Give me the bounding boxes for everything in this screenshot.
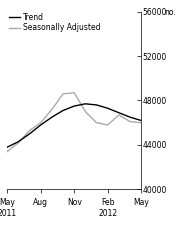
Trend	[62, 109, 64, 112]
Seasonally Adjusted	[95, 121, 98, 124]
Line: Seasonally Adjusted: Seasonally Adjusted	[7, 93, 141, 152]
Seasonally Adjusted	[140, 121, 142, 124]
Seasonally Adjusted	[6, 150, 8, 153]
Trend	[129, 116, 131, 119]
Trend	[107, 107, 109, 110]
Seasonally Adjusted	[73, 91, 75, 94]
Seasonally Adjusted	[28, 129, 31, 132]
Text: no.: no.	[164, 8, 176, 17]
Trend	[28, 132, 31, 135]
Seasonally Adjusted	[40, 121, 42, 124]
Trend	[118, 111, 120, 114]
Trend	[51, 116, 53, 119]
Seasonally Adjusted	[84, 110, 87, 113]
Line: Trend: Trend	[7, 104, 141, 147]
Trend	[73, 105, 75, 107]
Trend	[95, 103, 98, 106]
Trend	[140, 119, 142, 122]
Trend	[84, 102, 87, 105]
Trend	[17, 140, 20, 143]
Seasonally Adjusted	[107, 124, 109, 126]
Seasonally Adjusted	[51, 108, 53, 111]
Seasonally Adjusted	[118, 114, 120, 116]
Trend	[6, 146, 8, 149]
Seasonally Adjusted	[129, 120, 131, 123]
Seasonally Adjusted	[17, 141, 20, 144]
Trend	[40, 124, 42, 126]
Legend: Trend, Seasonally Adjusted: Trend, Seasonally Adjusted	[9, 13, 101, 32]
Seasonally Adjusted	[62, 92, 64, 95]
